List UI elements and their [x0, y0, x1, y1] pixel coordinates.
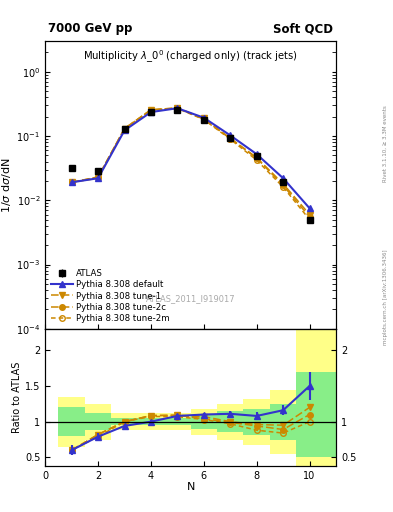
Text: Multiplicity $\lambda\_0^0$ (charged only) (track jets): Multiplicity $\lambda\_0^0$ (charged onl…	[83, 48, 298, 65]
Pythia 8.308 tune-2m	[175, 105, 180, 112]
Pythia 8.308 default	[69, 179, 74, 185]
Y-axis label: Ratio to ATLAS: Ratio to ATLAS	[12, 361, 22, 433]
Line: Pythia 8.308 default: Pythia 8.308 default	[68, 105, 313, 212]
Pythia 8.308 tune-1	[228, 135, 233, 141]
Text: ATLAS_2011_I919017: ATLAS_2011_I919017	[146, 294, 235, 303]
Text: 7000 GeV pp: 7000 GeV pp	[48, 22, 132, 35]
Pythia 8.308 tune-1	[96, 174, 101, 180]
Pythia 8.308 tune-1	[307, 211, 312, 218]
Pythia 8.308 tune-2c	[149, 106, 153, 113]
Legend: ATLAS, Pythia 8.308 default, Pythia 8.308 tune-1, Pythia 8.308 tune-2c, Pythia 8: ATLAS, Pythia 8.308 default, Pythia 8.30…	[50, 267, 171, 325]
Pythia 8.308 default	[122, 127, 127, 134]
Pythia 8.308 tune-1	[149, 106, 153, 113]
Text: Rivet 3.1.10, ≥ 3.3M events: Rivet 3.1.10, ≥ 3.3M events	[383, 105, 388, 182]
Pythia 8.308 tune-2m	[122, 125, 127, 132]
Pythia 8.308 tune-2c	[122, 125, 127, 132]
Pythia 8.308 tune-2m	[307, 217, 312, 223]
Line: Pythia 8.308 tune-2m: Pythia 8.308 tune-2m	[69, 106, 312, 222]
Pythia 8.308 tune-1	[254, 155, 259, 161]
X-axis label: N: N	[186, 482, 195, 492]
Pythia 8.308 tune-2c	[96, 174, 101, 180]
Pythia 8.308 tune-2m	[69, 179, 74, 185]
Pythia 8.308 default	[281, 175, 285, 181]
Y-axis label: 1/$\sigma$ d$\sigma$/dN: 1/$\sigma$ d$\sigma$/dN	[0, 157, 13, 212]
Pythia 8.308 tune-2c	[228, 136, 233, 142]
Pythia 8.308 tune-1	[202, 115, 206, 121]
Pythia 8.308 default	[307, 205, 312, 211]
Pythia 8.308 tune-2c	[281, 182, 285, 188]
Line: Pythia 8.308 tune-2c: Pythia 8.308 tune-2c	[69, 105, 312, 220]
Pythia 8.308 default	[175, 105, 180, 111]
Pythia 8.308 tune-2m	[254, 157, 259, 163]
Pythia 8.308 tune-1	[281, 181, 285, 187]
Pythia 8.308 tune-2c	[202, 116, 206, 122]
Pythia 8.308 tune-2c	[307, 214, 312, 220]
Pythia 8.308 default	[96, 175, 101, 181]
Text: Soft QCD: Soft QCD	[273, 22, 333, 35]
Pythia 8.308 tune-1	[122, 125, 127, 132]
Pythia 8.308 tune-2m	[149, 107, 153, 113]
Pythia 8.308 tune-2m	[228, 136, 233, 142]
Pythia 8.308 tune-2c	[69, 179, 74, 185]
Pythia 8.308 tune-2m	[96, 175, 101, 181]
Pythia 8.308 default	[149, 109, 153, 115]
Pythia 8.308 tune-1	[175, 105, 180, 111]
Pythia 8.308 tune-2m	[281, 184, 285, 190]
Pythia 8.308 default	[228, 132, 233, 138]
Pythia 8.308 tune-2m	[202, 116, 206, 122]
Pythia 8.308 default	[254, 151, 259, 157]
Line: Pythia 8.308 tune-1: Pythia 8.308 tune-1	[69, 105, 312, 217]
Text: mcplots.cern.ch [arXiv:1306.3436]: mcplots.cern.ch [arXiv:1306.3436]	[383, 249, 388, 345]
Pythia 8.308 tune-2c	[175, 105, 180, 111]
Pythia 8.308 tune-1	[69, 179, 74, 185]
Pythia 8.308 default	[202, 115, 206, 121]
Pythia 8.308 tune-2c	[254, 155, 259, 161]
